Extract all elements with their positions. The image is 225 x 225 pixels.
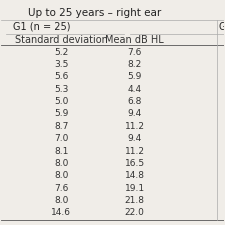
Text: 4.4: 4.4 xyxy=(128,85,142,94)
Text: 8.7: 8.7 xyxy=(54,122,69,131)
Text: 19.1: 19.1 xyxy=(125,184,145,193)
Text: Up to 25 years – right ear: Up to 25 years – right ear xyxy=(28,8,161,18)
Text: 7.6: 7.6 xyxy=(54,184,69,193)
Text: 5.9: 5.9 xyxy=(54,109,69,118)
Text: 5.3: 5.3 xyxy=(54,85,69,94)
Text: 11.2: 11.2 xyxy=(125,122,145,131)
Text: 7.0: 7.0 xyxy=(54,134,69,143)
Text: 8.2: 8.2 xyxy=(128,60,142,69)
Text: 9.4: 9.4 xyxy=(128,109,142,118)
Text: 6.8: 6.8 xyxy=(128,97,142,106)
Text: 14.8: 14.8 xyxy=(125,171,145,180)
Text: 16.5: 16.5 xyxy=(125,159,145,168)
Text: Standard deviation: Standard deviation xyxy=(15,35,108,45)
Text: 5.2: 5.2 xyxy=(54,47,69,56)
Text: 14.6: 14.6 xyxy=(51,209,71,218)
Text: 11.2: 11.2 xyxy=(125,146,145,155)
Text: 8.0: 8.0 xyxy=(54,171,69,180)
Text: 22.0: 22.0 xyxy=(125,209,145,218)
Text: 5.9: 5.9 xyxy=(128,72,142,81)
Text: 3.5: 3.5 xyxy=(54,60,69,69)
Text: 8.0: 8.0 xyxy=(54,196,69,205)
Text: 9.4: 9.4 xyxy=(128,134,142,143)
Text: 5.0: 5.0 xyxy=(54,97,69,106)
Text: Mean dB HL: Mean dB HL xyxy=(105,35,164,45)
Text: 8.0: 8.0 xyxy=(54,159,69,168)
Text: 7.6: 7.6 xyxy=(128,47,142,56)
Text: G2 (: G2 ( xyxy=(219,21,225,32)
Text: 21.8: 21.8 xyxy=(125,196,145,205)
Text: G1 (n = 25): G1 (n = 25) xyxy=(13,21,70,32)
Text: 8.1: 8.1 xyxy=(54,146,69,155)
Text: 5.6: 5.6 xyxy=(54,72,69,81)
